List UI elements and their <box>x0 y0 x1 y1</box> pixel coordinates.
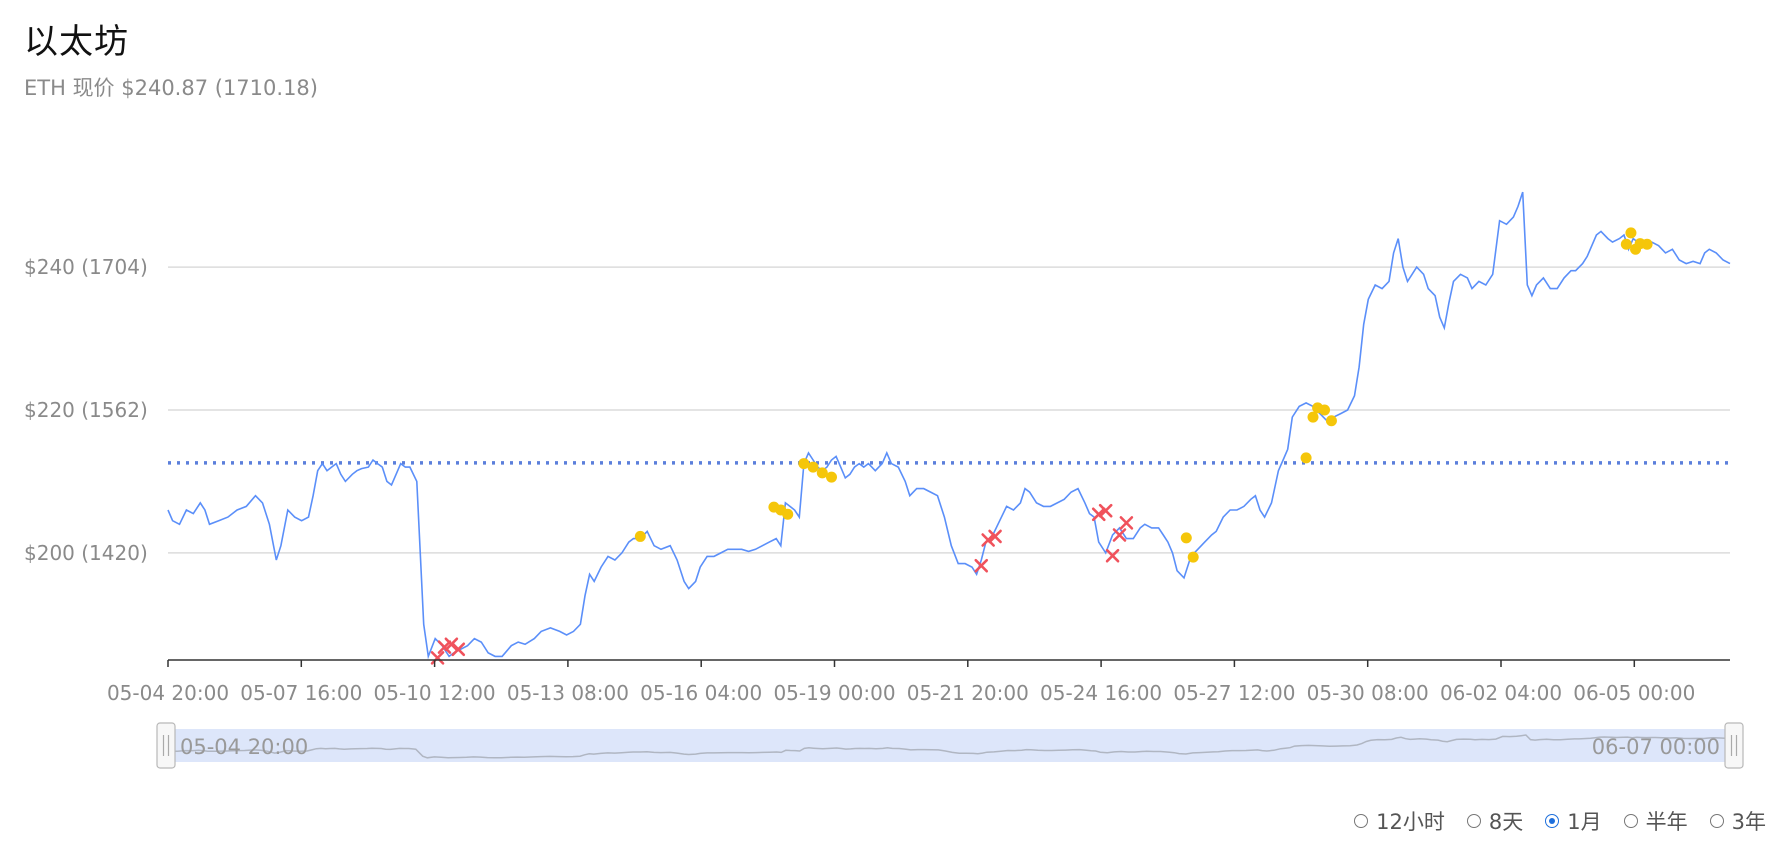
range-option-半年[interactable]: 半年 <box>1623 806 1688 836</box>
buy-marker <box>1620 238 1632 250</box>
sell-marker <box>444 637 459 652</box>
sell-marker-cross <box>1091 507 1106 522</box>
price-subtitle: ETH 现价 $240.87 (1710.18) <box>24 76 318 100</box>
sell-marker <box>988 529 1002 544</box>
sell-marker <box>1112 528 1127 542</box>
sell-marker <box>430 651 445 665</box>
sell-marker <box>974 558 989 573</box>
buy-marker <box>1307 411 1319 423</box>
price-series-line <box>167 191 1731 660</box>
buy-marker <box>1641 238 1653 250</box>
slider-overview-line <box>165 734 1735 759</box>
buy-marker <box>807 461 819 473</box>
range-option-label: 3年 <box>1731 810 1766 834</box>
trade-markers <box>430 227 1653 665</box>
sell-marker <box>1105 548 1120 563</box>
sell-marker-cross <box>451 642 466 657</box>
radio-icon[interactable] <box>1466 814 1481 828</box>
range-slider[interactable]: 05-04 20:00 06-07 00:00 <box>156 722 1744 769</box>
grid-layer <box>168 266 1730 554</box>
buy-marker <box>1319 404 1331 416</box>
x-tick-label: 05-27 12:00 <box>1173 681 1295 705</box>
slider-selection <box>166 729 1734 762</box>
slider-end-label: 06-07 00:00 <box>1592 735 1720 759</box>
range-option-label: 1月 <box>1567 810 1602 834</box>
x-tick-label: 05-19 00:00 <box>773 681 895 705</box>
range-option-label: 半年 <box>1645 810 1688 834</box>
x-tick-label: 06-02 04:00 <box>1440 681 1562 705</box>
range-option-3年[interactable]: 3年 <box>1709 806 1766 836</box>
y-tick-label: $200 (1420) <box>24 541 148 565</box>
sell-marker-cross <box>1112 528 1127 542</box>
buy-marker <box>798 458 810 470</box>
x-tick-label: 05-07 16:00 <box>240 681 362 705</box>
sell-marker-cross <box>981 533 995 547</box>
range-option-8天[interactable]: 8天 <box>1466 806 1524 836</box>
radio-icon[interactable] <box>1709 814 1724 828</box>
sell-marker-cross <box>988 529 1002 544</box>
y-axis-labels: $200 (1420) $220 (1562) $240 (1704) <box>24 255 148 565</box>
sell-marker-cross <box>430 651 445 665</box>
sell-marker-cross <box>1119 516 1134 530</box>
radio-icon[interactable] <box>1623 814 1638 828</box>
sell-marker <box>437 640 452 654</box>
buy-marker <box>634 530 646 542</box>
range-option-label: 8天 <box>1488 810 1524 834</box>
buy-marker <box>826 471 838 483</box>
range-option-12小时[interactable]: 12小时 <box>1354 806 1445 836</box>
buy-marker <box>1625 227 1637 239</box>
radio-icon[interactable] <box>1354 814 1369 828</box>
sell-marker-cross <box>974 558 989 573</box>
time-range-selector[interactable]: 12小时 8天 1月 半年 3年 <box>1354 806 1766 836</box>
y-tick-label: $220 (1562) <box>24 398 148 422</box>
sell-marker-cross <box>1105 548 1120 563</box>
sell-marker-cross <box>444 637 459 652</box>
buy-marker <box>1325 415 1337 427</box>
sell-marker <box>981 533 995 547</box>
buy-marker <box>782 508 794 520</box>
sell-marker-cross <box>437 640 452 654</box>
x-tick-label: 05-24 16:00 <box>1040 681 1162 705</box>
buy-marker <box>1187 551 1199 563</box>
page-title: 以太坊 <box>24 22 129 62</box>
x-axis: 05-04 20:00 05-07 16:00 05-10 12:00 05-13 0… <box>107 659 1730 705</box>
range-option-1月[interactable]: 1月 <box>1545 806 1602 836</box>
x-tick-label: 05-16 04:00 <box>640 681 762 705</box>
slider-start-label: 05-04 20:00 <box>180 735 308 759</box>
buy-marker <box>1300 452 1312 464</box>
x-tick-label: 05-04 20:00 <box>107 681 229 705</box>
buy-marker <box>1180 532 1192 544</box>
radio-icon[interactable] <box>1545 814 1560 828</box>
x-tick-label: 05-13 08:00 <box>507 681 629 705</box>
x-tick-label: 05-30 08:00 <box>1307 681 1429 705</box>
sell-marker <box>1091 507 1106 522</box>
slider-handle-left[interactable] <box>156 722 176 769</box>
sell-marker <box>451 642 466 657</box>
x-tick-label: 06-05 00:00 <box>1573 681 1695 705</box>
slider-handle-right[interactable] <box>1724 722 1744 769</box>
x-tick-label: 05-10 12:00 <box>374 681 496 705</box>
x-tick-label: 05-21 20:00 <box>907 681 1029 705</box>
y-tick-label: $240 (1704) <box>24 255 148 279</box>
buy-marker <box>816 467 828 479</box>
slider-handle-body <box>1724 722 1744 769</box>
sell-marker <box>1119 516 1134 530</box>
sell-marker <box>1098 503 1113 518</box>
range-option-label: 12小时 <box>1376 810 1445 834</box>
slider-handle-body <box>156 722 176 769</box>
sell-marker-cross <box>1098 503 1113 518</box>
